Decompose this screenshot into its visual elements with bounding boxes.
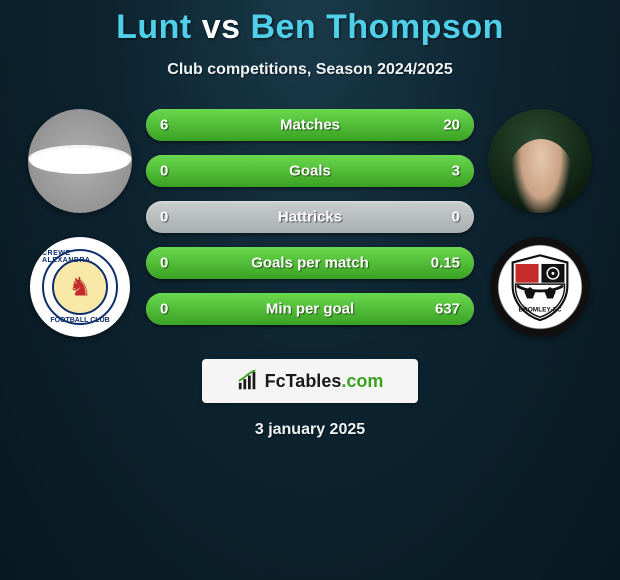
player2-avatar [488,109,592,213]
shield-icon: BROMLEY·FC [504,251,576,323]
bar-fill-right [221,109,474,141]
stat-value-left: 6 [160,117,168,134]
stat-value-right: 3 [452,163,460,180]
lion-icon: ♞ [68,272,91,303]
stat-bar: 6 20 Matches [146,109,474,141]
stat-label: Goals [289,163,331,180]
stat-bar: 0 3 Goals [146,155,474,187]
comparison-title: Lunt vs Ben Thompson [0,0,620,47]
player1-club-badge: CREWE ALEXANDRA FOOTBALL CLUB ♞ [30,237,130,337]
comparison-main: CREWE ALEXANDRA FOOTBALL CLUB ♞ 6 20 Match… [0,109,620,337]
player1-avatar [28,109,132,213]
stat-value-left: 0 [160,301,168,318]
brand-watermark: FcTables.com [202,359,418,403]
brand-suffix: .com [341,371,383,391]
stat-value-left: 0 [160,255,168,272]
stat-label: Min per goal [266,301,354,318]
player1-name: Lunt [116,8,192,46]
stat-label: Matches [280,117,340,134]
right-side: BROMLEY·FC [480,109,600,337]
stat-label: Goals per match [251,255,369,272]
stat-bar: 0 0 Hattricks [146,201,474,233]
brand-text: FcTables.com [265,371,384,392]
stat-value-right: 637 [435,301,460,318]
stat-value-right: 20 [443,117,460,134]
avatar-placeholder-icon [30,148,130,174]
stat-value-right: 0 [452,209,460,226]
stat-bar: 0 637 Min per goal [146,293,474,325]
stat-label: Hattricks [278,209,342,226]
chart-icon [237,370,259,392]
stat-bars: 6 20 Matches 0 3 Goals 0 0 Hattricks 0 0.15 Goals p… [140,109,480,325]
stat-value-right: 0.15 [431,255,460,272]
svg-text:BROMLEY·FC: BROMLEY·FC [518,306,561,313]
snapshot-date: 3 january 2025 [0,421,620,439]
stat-bar: 0 0.15 Goals per match [146,247,474,279]
stat-value-left: 0 [160,163,168,180]
player2-club-badge: BROMLEY·FC [490,237,590,337]
bar-fill-left [146,109,221,141]
brand-name: FcTables [265,371,342,391]
subtitle: Club competitions, Season 2024/2025 [0,61,620,79]
vs-label: vs [202,8,241,46]
stat-value-left: 0 [160,209,168,226]
left-side: CREWE ALEXANDRA FOOTBALL CLUB ♞ [20,109,140,337]
player2-name: Ben Thompson [250,8,503,46]
